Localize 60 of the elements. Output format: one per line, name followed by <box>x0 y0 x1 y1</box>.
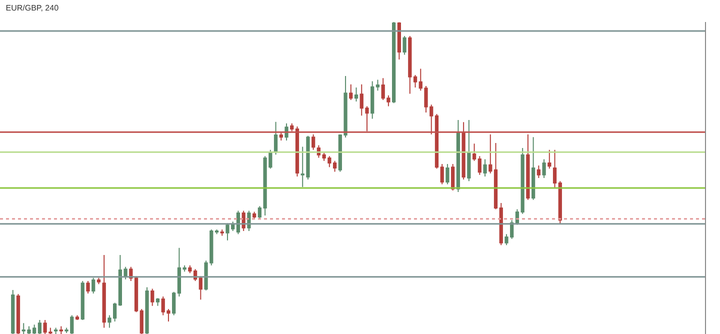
candlestick <box>392 22 396 104</box>
candlestick <box>446 163 450 185</box>
candlestick <box>548 149 552 170</box>
candlestick <box>145 286 149 334</box>
candlestick <box>434 114 439 170</box>
candlestick <box>182 264 186 272</box>
candlestick <box>16 294 20 334</box>
candlestick <box>483 158 487 177</box>
candlestick <box>150 288 154 306</box>
candlestick <box>402 36 406 56</box>
candlestick <box>542 158 546 178</box>
candlestick <box>11 290 15 334</box>
candlestick <box>312 134 316 150</box>
candlestick <box>520 148 524 214</box>
candlestick <box>451 163 455 191</box>
candlestick <box>532 136 536 200</box>
candlestick <box>220 228 224 236</box>
candlestick <box>408 36 412 94</box>
candlestick <box>467 119 471 182</box>
candlestick <box>397 22 401 60</box>
candlestick <box>274 121 278 156</box>
candlestick <box>488 134 492 174</box>
candlestick <box>499 202 503 246</box>
candlestick <box>536 165 540 178</box>
candlestick <box>295 126 300 177</box>
candlestick <box>59 326 63 334</box>
candlestick <box>75 314 80 320</box>
candlestick <box>354 87 358 102</box>
candlestick <box>102 254 106 328</box>
candlestick <box>440 163 444 185</box>
candlestick <box>370 80 374 120</box>
candlestick <box>140 308 144 334</box>
candlestick <box>156 298 160 306</box>
candlestick <box>413 74 418 88</box>
candlestick <box>80 280 84 320</box>
candlestick <box>558 180 562 224</box>
candlestick <box>92 277 96 294</box>
candlestick <box>290 122 294 132</box>
candlestick <box>478 156 482 176</box>
candlestick <box>279 132 283 142</box>
chart-title: EUR/GBP, 240 <box>6 4 60 13</box>
candlestick <box>472 143 476 162</box>
candlestick <box>177 247 182 298</box>
candlestick <box>214 228 219 235</box>
candlestick <box>38 319 42 334</box>
candlestick <box>456 119 460 193</box>
candlestick <box>349 84 353 100</box>
candlestick <box>526 134 530 200</box>
candlestick <box>172 291 176 316</box>
candlestick <box>134 276 138 313</box>
candlestick <box>332 160 337 172</box>
candlestick <box>96 277 101 285</box>
candlestick <box>198 276 202 300</box>
candlestick <box>376 79 380 92</box>
candlestick <box>54 327 58 334</box>
candlestick <box>494 142 498 210</box>
candlestick <box>86 280 90 294</box>
candlestick <box>462 122 466 180</box>
candlestick <box>252 211 256 220</box>
candlestick <box>552 149 557 188</box>
